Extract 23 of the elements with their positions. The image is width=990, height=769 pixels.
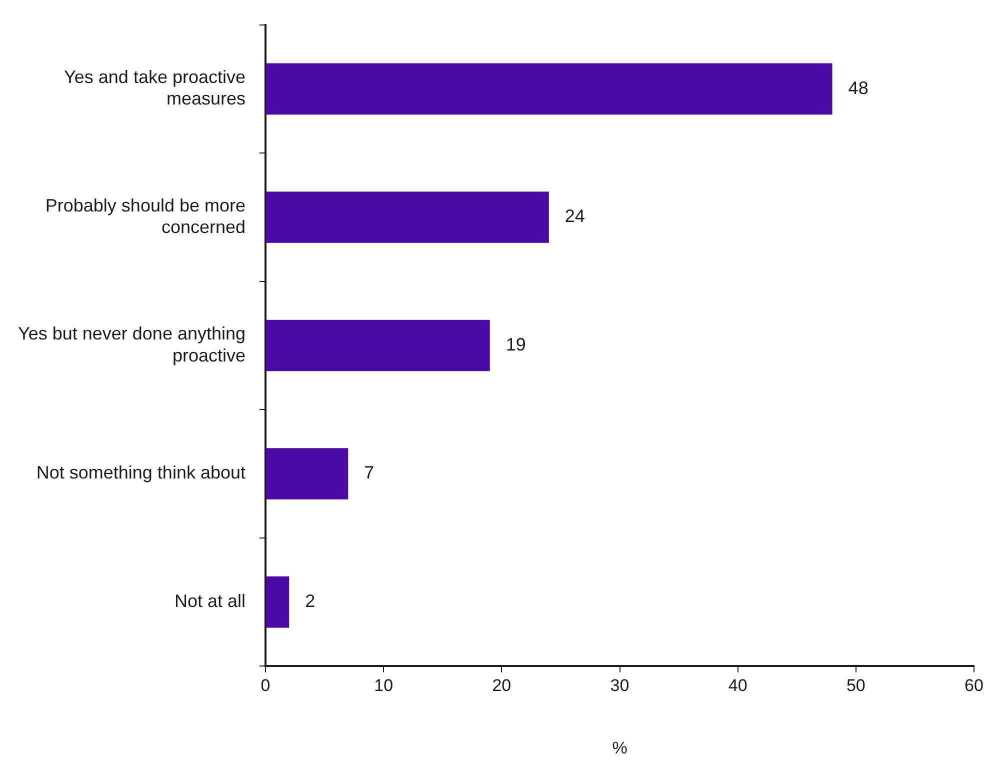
y-tick-label: Probably should be more concerned — [45, 195, 246, 237]
bar — [266, 576, 290, 628]
x-tick-label: 50 — [846, 676, 866, 696]
y-tick-label: Not something think about — [36, 462, 246, 483]
y-tick-label: Yes but never done anything proactive — [18, 324, 246, 366]
y-tick-label: Yes and take proactive measures — [64, 67, 246, 109]
data-label: 2 — [305, 591, 316, 612]
bar — [266, 448, 348, 500]
x-tick-label: 30 — [610, 676, 630, 696]
x-tick-label: 0 — [260, 676, 270, 696]
x-tick-label: 10 — [374, 676, 394, 696]
bar — [266, 320, 490, 372]
data-label: 48 — [848, 78, 868, 98]
data-label: 19 — [506, 334, 526, 354]
y-tick-label: Not at all — [174, 591, 246, 612]
bar — [266, 63, 832, 115]
bar — [266, 192, 549, 243]
x-tick-label: 60 — [964, 676, 984, 696]
x-tick-label: 20 — [492, 676, 512, 696]
data-label: 7 — [364, 462, 374, 483]
x-axis-title: % — [612, 738, 628, 758]
data-label: 24 — [564, 206, 585, 226]
x-tick-label: 40 — [728, 676, 748, 696]
